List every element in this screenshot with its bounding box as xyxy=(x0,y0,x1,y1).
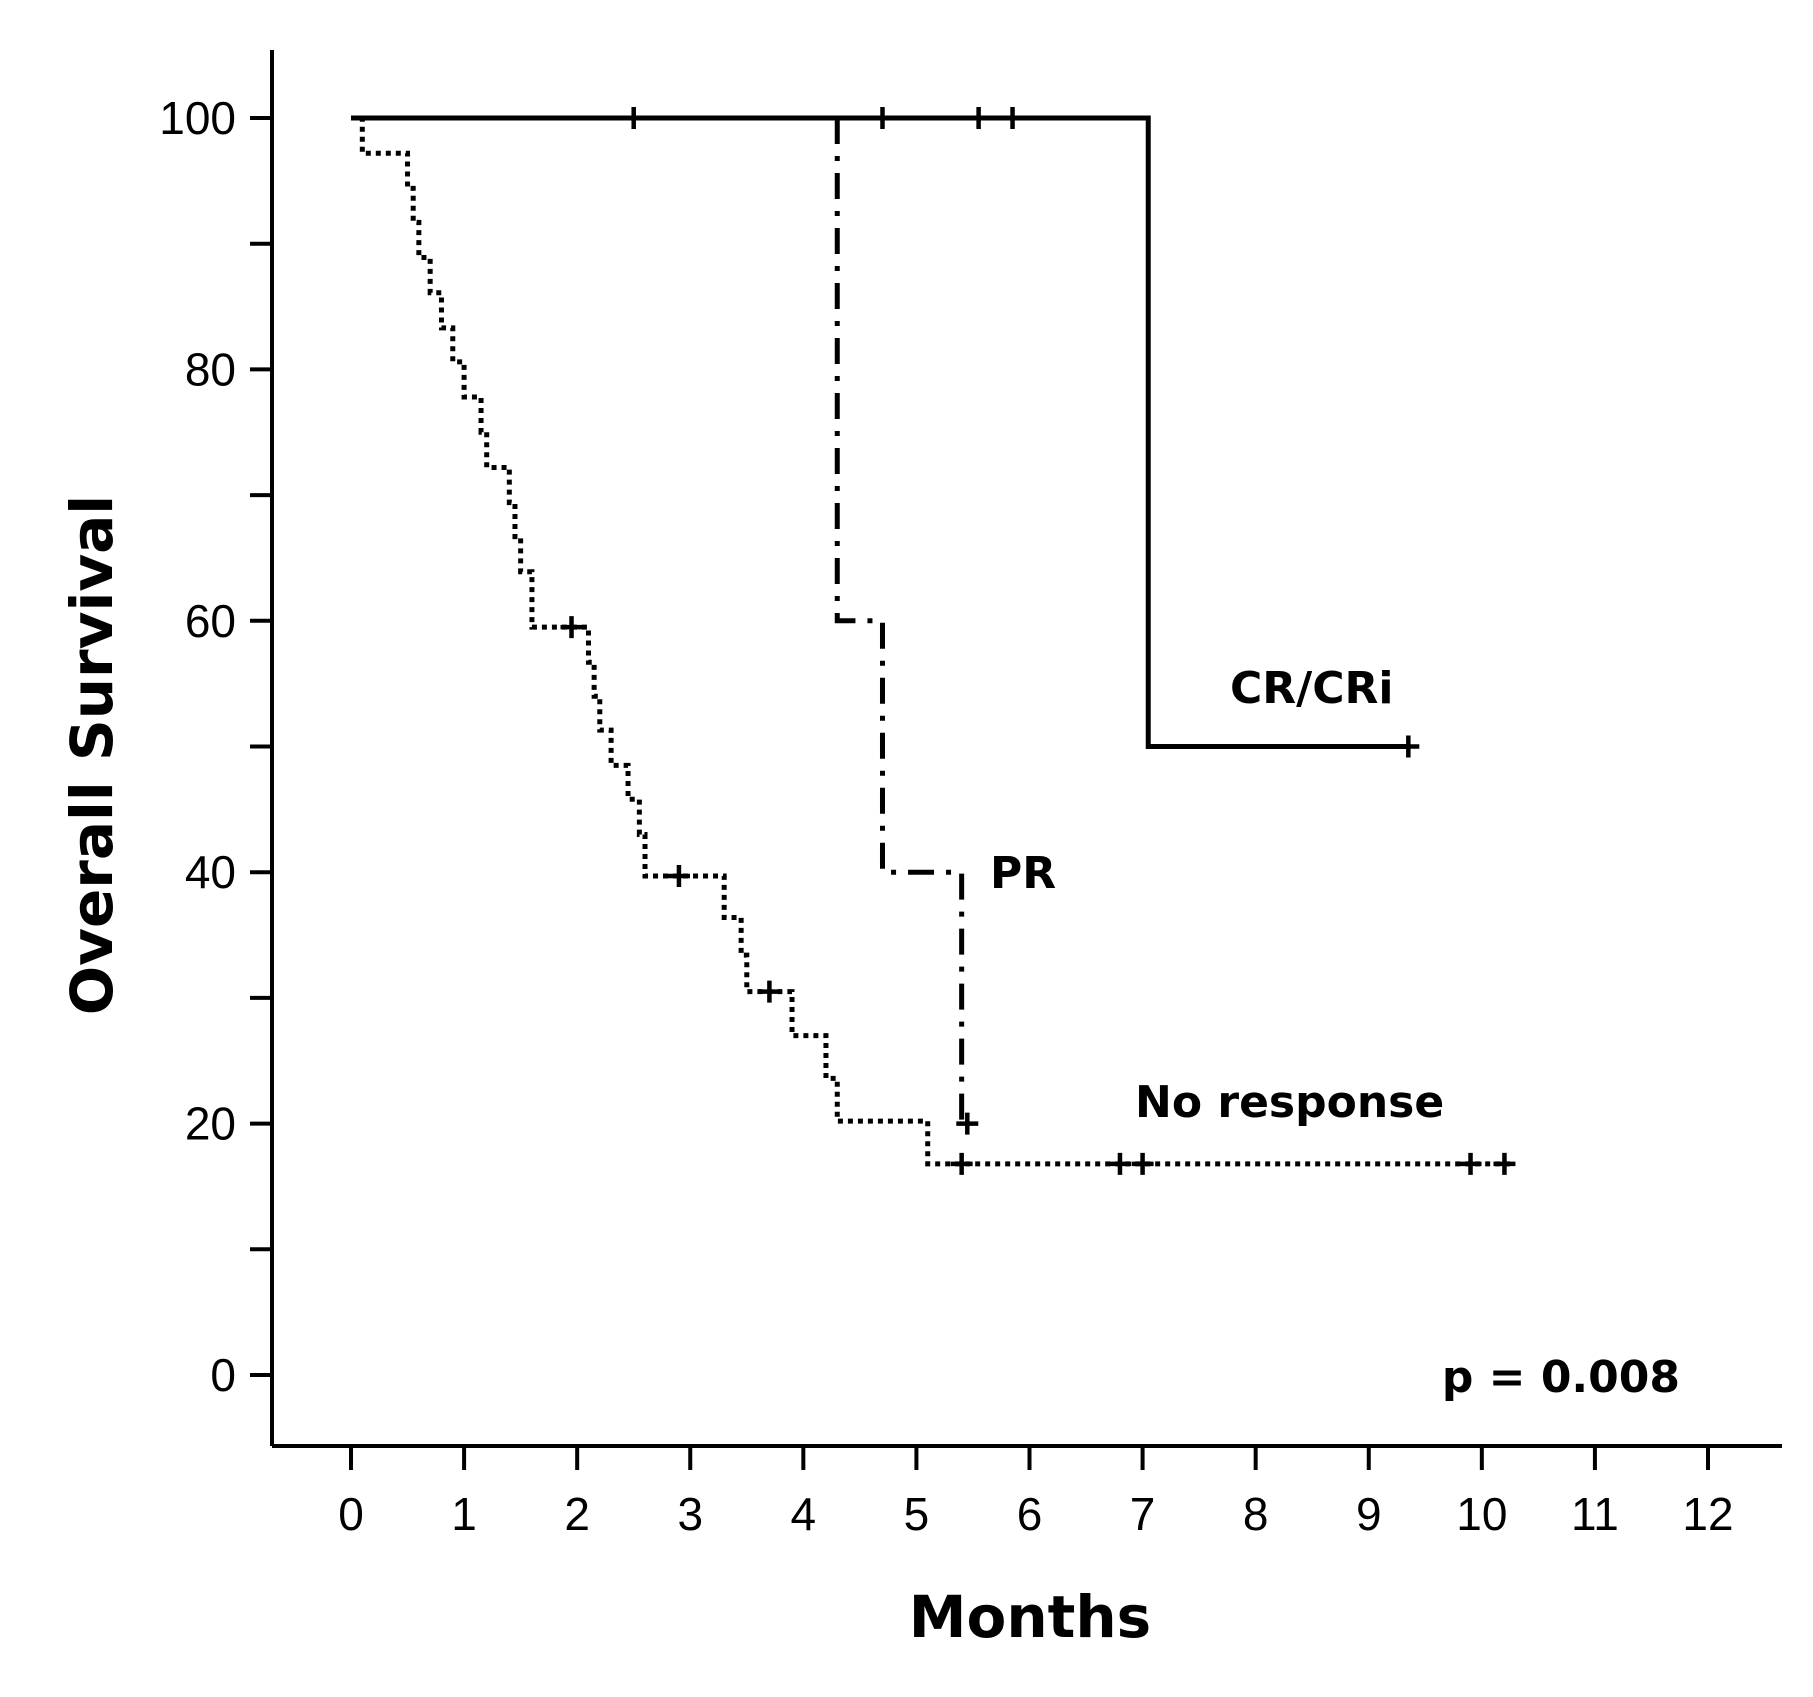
x-tick-label: 10 xyxy=(1456,1488,1507,1540)
x-tick-label: 8 xyxy=(1243,1488,1269,1540)
y-tick-label: 40 xyxy=(185,846,236,898)
axes xyxy=(270,50,1782,1448)
y-tick-label: 60 xyxy=(185,595,236,647)
x-tick-label: 7 xyxy=(1130,1488,1156,1540)
label-cr-cri: CR/CRi xyxy=(1230,663,1394,714)
series-line-cr-cri xyxy=(351,115,1409,749)
censor-mark-no-response xyxy=(1459,1152,1482,1175)
y-tick-label: 80 xyxy=(185,343,236,395)
x-tick-label: 2 xyxy=(564,1488,590,1540)
censor-mark-pr xyxy=(956,1112,979,1135)
y-tick-label: 0 xyxy=(210,1349,236,1401)
x-tick-label: 12 xyxy=(1682,1488,1733,1540)
x-tick-label: 1 xyxy=(451,1488,477,1540)
censor-mark-no-response xyxy=(667,864,690,887)
censor-mark-cr-cri xyxy=(967,107,990,129)
y-tick-label: 20 xyxy=(185,1098,236,1150)
x-tick-label: 11 xyxy=(1571,1488,1619,1540)
y-tick-label: 100 xyxy=(159,92,236,144)
x-tick-label: 4 xyxy=(791,1488,817,1540)
x-tick-label: 9 xyxy=(1356,1488,1382,1540)
p-value: p = 0.008 xyxy=(1442,1352,1680,1403)
x-axis-title: Months xyxy=(909,1583,1151,1651)
censor-mark-cr-cri xyxy=(1001,107,1024,129)
series-line-pr xyxy=(834,118,968,1127)
x-tick-label: 0 xyxy=(338,1488,364,1540)
censor-mark-cr-cri xyxy=(1397,735,1420,758)
curves xyxy=(351,115,1511,1167)
censor-mark-cr-cri xyxy=(871,107,894,129)
x-tick-label: 5 xyxy=(904,1488,930,1540)
censor-mark-no-response xyxy=(1131,1152,1154,1175)
censor-mark-cr-cri xyxy=(622,107,645,129)
x-tick-label: 6 xyxy=(1017,1488,1043,1540)
series-line-no-response xyxy=(351,115,1511,1167)
censor-mark-no-response xyxy=(1493,1152,1516,1175)
censor-mark-no-response xyxy=(1108,1152,1131,1175)
censor-mark-no-response xyxy=(560,616,583,639)
label-pr: PR xyxy=(990,848,1056,899)
censor-marks xyxy=(560,107,1516,1175)
censor-mark-no-response xyxy=(950,1152,973,1175)
x-tick-label: 3 xyxy=(677,1488,703,1540)
censor-mark-no-response xyxy=(758,980,781,1003)
y-axis-title: Overall Survival xyxy=(58,495,126,1015)
label-no-response: No response xyxy=(1135,1077,1444,1128)
